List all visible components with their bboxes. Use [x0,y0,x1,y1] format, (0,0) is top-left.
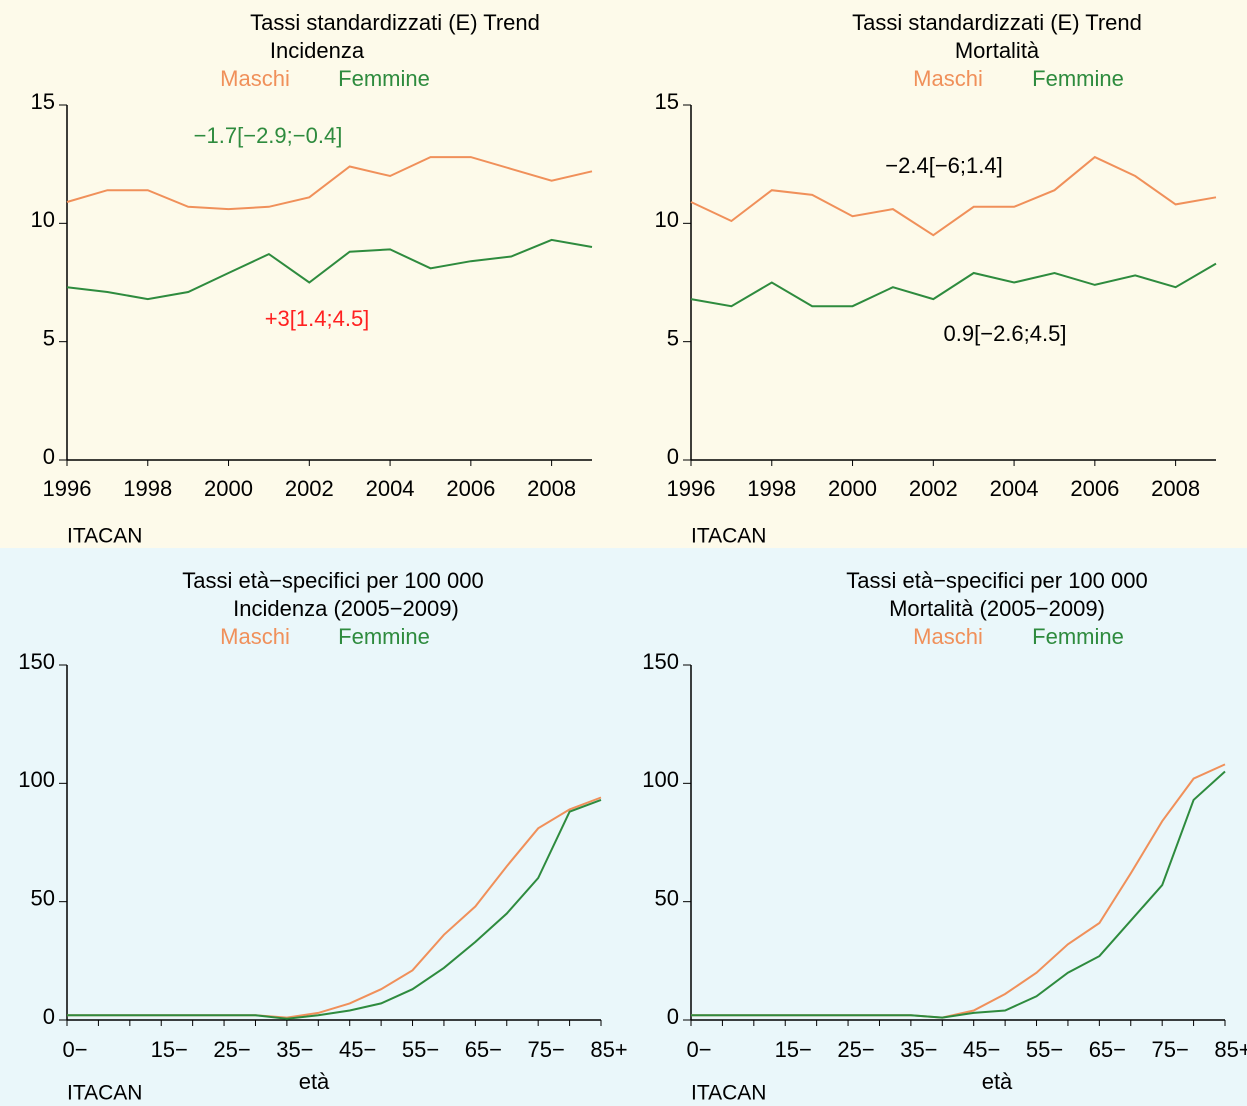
x-tick-label: 0− [62,1037,87,1062]
legend-entry: Maschi [220,624,290,649]
chart-subtitle: Mortalità (2005−2009) [889,596,1105,621]
x-tick-label: 55− [1026,1037,1063,1062]
x-tick-label: 25− [213,1037,250,1062]
x-tick-label: 45− [963,1037,1000,1062]
x-tick-label: 2006 [446,476,495,501]
x-tick-label: 1998 [123,476,172,501]
annotation: 0.9[−2.6;4.5] [944,321,1067,346]
legend-entry: Femmine [1032,66,1124,91]
series-line [690,262,1217,308]
source-label: ITACAN [67,525,142,548]
chart-subtitle: Incidenza (2005−2009) [233,596,459,621]
x-tick-label: 75− [1152,1037,1189,1062]
annotation: −1.7[−2.9;−0.4] [194,123,343,148]
x-tick-label: 1998 [747,476,796,501]
chart-title: Tassi standardizzati (E) Trend [250,10,540,35]
y-tick-label: 150 [18,649,55,674]
x-axis-label: età [299,1069,330,1094]
x-tick-label: 2008 [527,476,576,501]
x-tick-label: 65− [1089,1037,1126,1062]
x-tick-label: 65− [465,1037,502,1062]
y-tick-label: 100 [642,767,679,792]
x-tick-label: 2004 [366,476,415,501]
source-label: ITACAN [691,525,766,548]
y-tick-label: 10 [655,207,679,232]
series-line [67,798,602,1020]
y-tick-label: 100 [18,767,55,792]
y-tick-label: 50 [31,885,55,910]
chart-title: Tassi standardizzati (E) Trend [852,10,1142,35]
x-tick-label: 0− [686,1037,711,1062]
annotation: −2.4[−6;1.4] [885,153,1002,178]
y-tick-label: 0 [667,1004,679,1029]
y-tick-label: 5 [43,325,55,350]
chart-title: Tassi età−specifici per 100 000 [182,568,483,593]
x-tick-label: 45− [339,1037,376,1062]
source-label: ITACAN [67,1082,142,1105]
y-tick-label: 0 [667,444,679,469]
legend-entry: Femmine [1032,624,1124,649]
series-line [691,770,1226,1019]
legend-entry: Maschi [913,624,983,649]
y-tick-label: 50 [655,885,679,910]
series-line [66,238,593,301]
x-tick-label: 55− [402,1037,439,1062]
series-line [66,156,593,211]
legend-entry: Maschi [913,66,983,91]
y-tick-label: 150 [642,649,679,674]
bottom-background [0,548,1247,1106]
legend-entry: Femmine [338,624,430,649]
top-background [0,0,1247,548]
series-line [690,155,1217,237]
y-tick-label: 0 [43,444,55,469]
legend-entry: Maschi [220,66,290,91]
x-tick-label: 2002 [285,476,334,501]
chart-subtitle: Mortalità [955,38,1040,63]
y-tick-label: 0 [43,1004,55,1029]
x-tick-label: 25− [837,1037,874,1062]
x-axis-label: età [982,1069,1013,1094]
source-label: ITACAN [691,1082,766,1105]
x-tick-label: 2004 [990,476,1039,501]
x-tick-label: 15− [151,1037,188,1062]
chart-title: Tassi età−specifici per 100 000 [846,568,1147,593]
x-tick-label: 2002 [909,476,958,501]
x-tick-label: 85+ [1214,1037,1247,1062]
x-tick-label: 35− [900,1037,937,1062]
y-tick-label: 10 [31,207,55,232]
x-tick-label: 2008 [1151,476,1200,501]
x-tick-label: 2000 [828,476,877,501]
x-tick-label: 2000 [204,476,253,501]
x-tick-label: 35− [276,1037,313,1062]
x-tick-label: 1996 [43,476,92,501]
legend-entry: Femmine [338,66,430,91]
y-tick-label: 5 [667,325,679,350]
chart-subtitle: Incidenza [270,38,365,63]
annotation: +3[1.4;4.5] [265,306,370,331]
x-tick-label: 2006 [1070,476,1119,501]
x-tick-label: 1996 [667,476,716,501]
y-tick-label: 15 [31,89,55,114]
x-tick-label: 75− [528,1037,565,1062]
y-tick-label: 15 [655,89,679,114]
x-tick-label: 85+ [590,1037,627,1062]
x-tick-label: 15− [775,1037,812,1062]
